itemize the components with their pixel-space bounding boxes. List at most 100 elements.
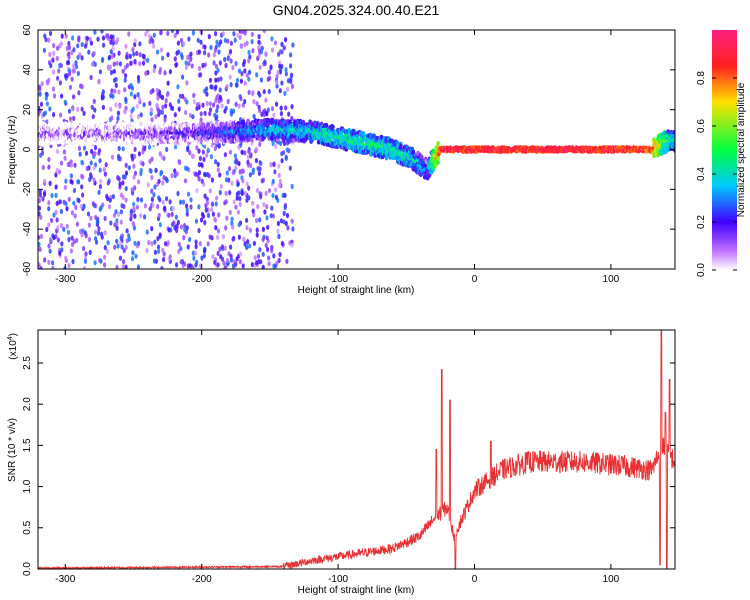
spectrogram-cell xyxy=(76,106,80,112)
spectrogram-cell xyxy=(38,234,41,240)
y-tick-label: -40 xyxy=(22,222,33,237)
spectrogram-cell xyxy=(274,143,278,149)
spectrogram-cell xyxy=(76,179,80,185)
spectrogram-cell xyxy=(212,60,216,66)
spectrogram-cell xyxy=(243,68,247,74)
spectrogram-cell xyxy=(86,211,91,217)
spectrogram-cell xyxy=(51,265,55,269)
spectrogram-cell xyxy=(106,180,110,186)
spectrogram-cell xyxy=(216,77,220,83)
spectrogram-cell xyxy=(109,34,113,40)
spectrogram-cell xyxy=(290,83,295,90)
spectrogram-cell xyxy=(205,152,209,158)
spectrogram-cell xyxy=(110,88,114,94)
figure-title: GN04.2025.324.00.40.E21 xyxy=(273,2,440,18)
spectrogram-cell xyxy=(237,222,241,228)
spectrogram-cell xyxy=(282,45,286,51)
spectrogram-cell xyxy=(436,156,440,162)
spectrogram-cell xyxy=(265,215,269,221)
spectrogram-cell xyxy=(89,160,93,166)
spectrogram-cell xyxy=(80,184,84,190)
spectrogram-cell xyxy=(137,179,141,185)
spectrogram-cell xyxy=(154,167,158,173)
spectrogram-cell xyxy=(264,51,268,57)
spectrogram-cell xyxy=(248,243,252,249)
spectrogram-cell xyxy=(59,41,64,47)
snr-plot-area xyxy=(38,330,675,569)
spectrogram-cell xyxy=(123,87,127,93)
spectrogram-cell xyxy=(129,60,133,66)
spectrogram-cell xyxy=(132,174,136,180)
spectrogram-cell xyxy=(216,250,220,256)
spectrogram-cell xyxy=(79,83,83,89)
spectrogram-cell xyxy=(52,43,56,49)
spectrogram-cell xyxy=(153,249,157,255)
spectrogram-cell xyxy=(183,178,188,184)
spectrogram-cell xyxy=(240,71,244,77)
spectrogram-cell xyxy=(229,111,233,117)
spectrogram-cell xyxy=(47,243,51,249)
spectrogram-cell xyxy=(189,51,193,57)
spectrogram-cell xyxy=(160,266,164,269)
spectrogram-cell xyxy=(150,188,154,194)
spectrogram-cell xyxy=(81,192,85,198)
spectrogram-cell xyxy=(215,195,219,201)
spectrogram-cell xyxy=(157,212,161,218)
spectrogram-cell xyxy=(90,148,94,154)
spectrogram-cell xyxy=(232,108,236,114)
spectrogram-cell xyxy=(163,117,167,123)
spectrogram-cell xyxy=(206,147,210,154)
spectrogram-cell xyxy=(48,51,52,58)
spectrogram-cell xyxy=(146,57,150,63)
spectrogram-cell xyxy=(220,103,224,109)
spectrogram-cell xyxy=(109,106,113,112)
spectrogram-cell xyxy=(127,31,131,37)
spectrogram-cell xyxy=(84,251,88,257)
spectrogram-cell xyxy=(72,63,76,69)
spectrogram-cell xyxy=(248,227,252,233)
spectrogram-cell xyxy=(161,180,165,186)
spectrogram-marks xyxy=(38,30,675,269)
spectrogram-cell xyxy=(258,48,262,54)
spectrogram-cell xyxy=(67,51,71,57)
spectrogram-cell xyxy=(111,45,115,51)
spectrogram-cell xyxy=(286,86,290,92)
spectrogram-cell xyxy=(172,220,176,226)
spectrogram-cell xyxy=(91,114,95,120)
spectrogram-cell xyxy=(190,63,194,69)
spectrogram-cell xyxy=(136,92,140,98)
spectrogram-cell xyxy=(171,205,175,212)
spectrogram-cell xyxy=(38,246,42,252)
spectrogram-cell xyxy=(265,111,269,117)
spectrogram-cell xyxy=(148,144,152,150)
spectrogram-cell xyxy=(44,91,48,97)
spectrogram-cell xyxy=(224,225,228,231)
spectrogram-cell xyxy=(74,204,78,210)
spectrogram-cell xyxy=(248,172,252,178)
spectrogram-cell xyxy=(223,245,227,251)
spectrogram-cell xyxy=(254,217,259,224)
spectrogram-cell xyxy=(159,47,163,53)
spectrogram-cell xyxy=(153,64,157,70)
spectrogram-cell xyxy=(121,259,126,265)
spectrogram-cell xyxy=(72,200,76,206)
spectrogram-cell xyxy=(92,177,96,183)
spectrogram-cell xyxy=(289,138,293,143)
spectrogram-cell xyxy=(252,99,256,105)
spectrogram-cell xyxy=(156,106,160,112)
spectrogram-cell xyxy=(80,55,84,61)
spectrogram-cell xyxy=(211,211,215,217)
spectrogram-cell xyxy=(229,58,233,64)
spectrogram-cell xyxy=(267,188,272,194)
spectrogram-cell xyxy=(175,262,179,268)
spectrogram-cell xyxy=(39,152,43,158)
spectrogram-cell xyxy=(71,68,75,74)
spectrogram-cell xyxy=(87,49,91,55)
spectrogram-cell xyxy=(269,213,273,219)
spectrogram-cell xyxy=(97,150,101,156)
spectrogram-cell xyxy=(252,133,256,139)
x-tick-label: -200 xyxy=(192,274,212,285)
spectrogram-cell xyxy=(109,39,113,45)
spectrogram-cell xyxy=(125,54,129,60)
